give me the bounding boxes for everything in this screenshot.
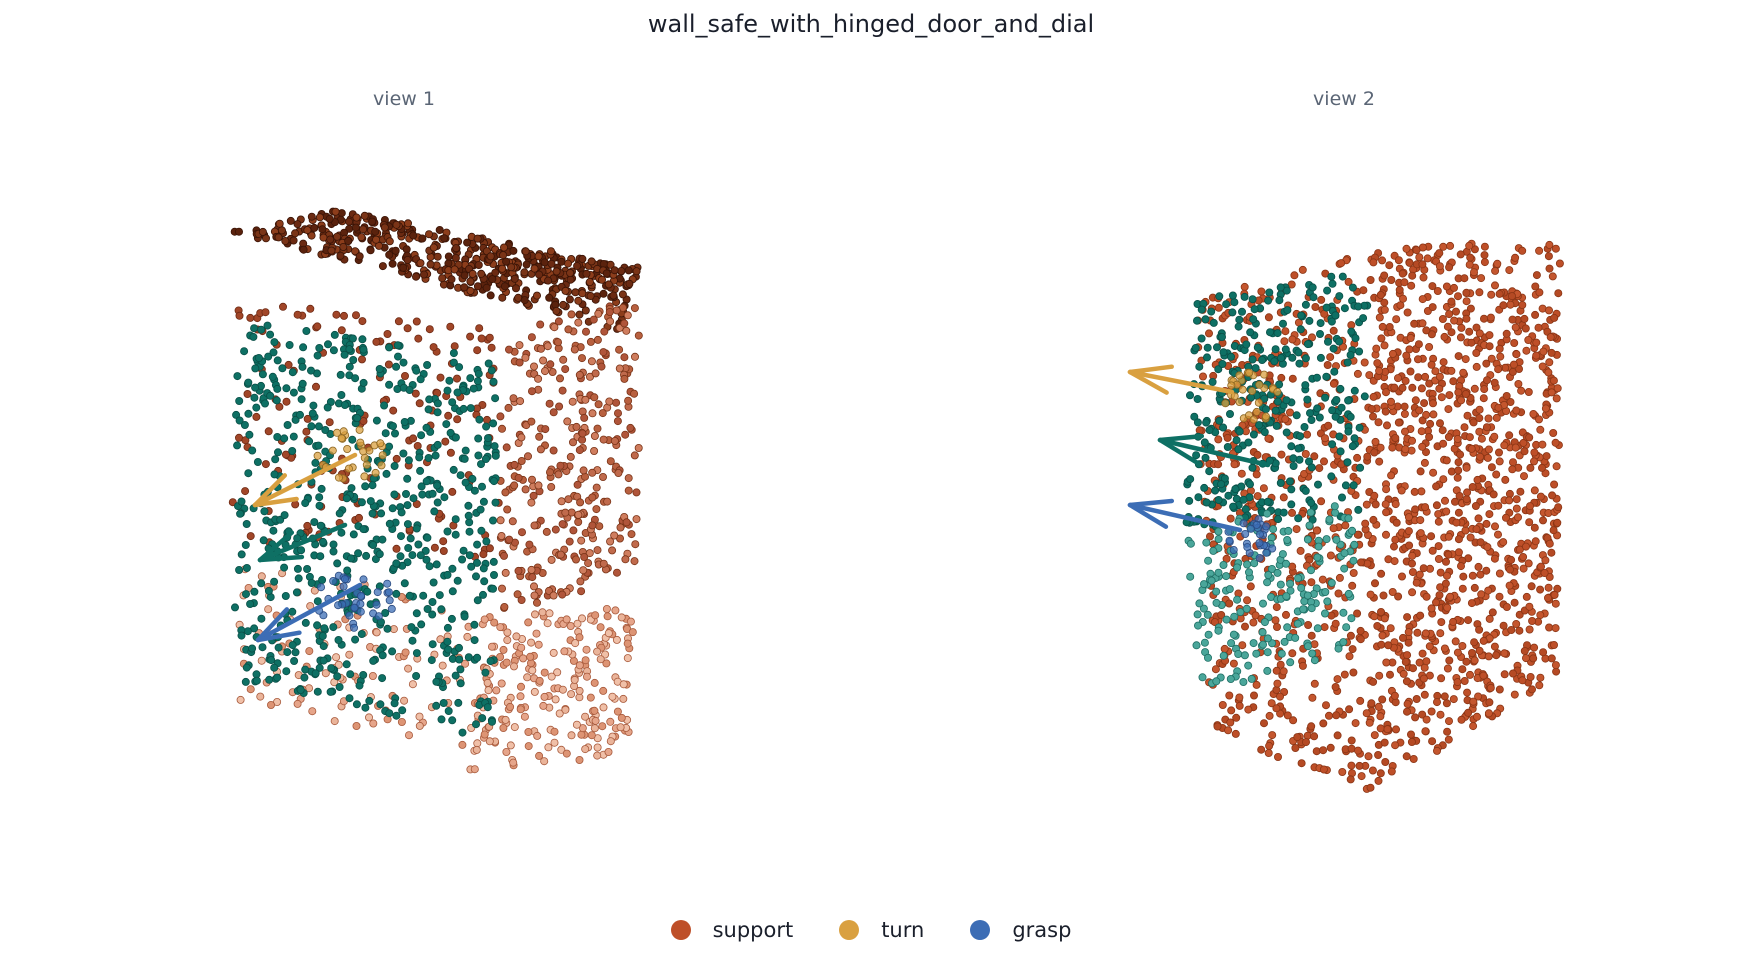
view-1-door-region [230, 321, 500, 737]
view-2-title: view 2 [1313, 88, 1375, 110]
view-2-panel [1127, 239, 1564, 793]
view-1-handle-points [315, 571, 396, 632]
view-2-door-arrow [1157, 433, 1271, 468]
view-2-handle-points [1224, 515, 1277, 563]
view-1-title: view 1 [373, 88, 435, 110]
legend: support turn grasp [0, 918, 1742, 942]
view-2-right-face [1363, 239, 1564, 785]
view-2-door-lower [1184, 502, 1359, 688]
view-1-panel [228, 207, 643, 774]
view-1-right-face [496, 302, 643, 612]
view-2-grasp-arrow [1127, 498, 1243, 533]
view-1-grasp-arrow [255, 582, 363, 643]
view-1-turn-arrow [252, 452, 358, 508]
legend-item-turn: turn [839, 918, 924, 942]
figure-title: wall_safe_with_hinged_door_and_dial [647, 10, 1095, 38]
view-1-door-arrow [257, 522, 348, 563]
legend-label-support: support [712, 918, 794, 942]
legend-label-turn: turn [881, 918, 925, 942]
grasp-swatch [970, 920, 991, 940]
legend-item-grasp: grasp [970, 918, 1071, 942]
support-swatch [670, 920, 691, 940]
view-2-turn-arrow [1127, 364, 1235, 395]
legend-item-support: support [670, 918, 794, 942]
view-2-dial-points [1221, 368, 1282, 424]
view-1-right-lower [466, 605, 637, 774]
view-1-top-face [230, 207, 642, 333]
turn-swatch [839, 920, 860, 940]
legend-label-grasp: grasp [1012, 918, 1072, 942]
